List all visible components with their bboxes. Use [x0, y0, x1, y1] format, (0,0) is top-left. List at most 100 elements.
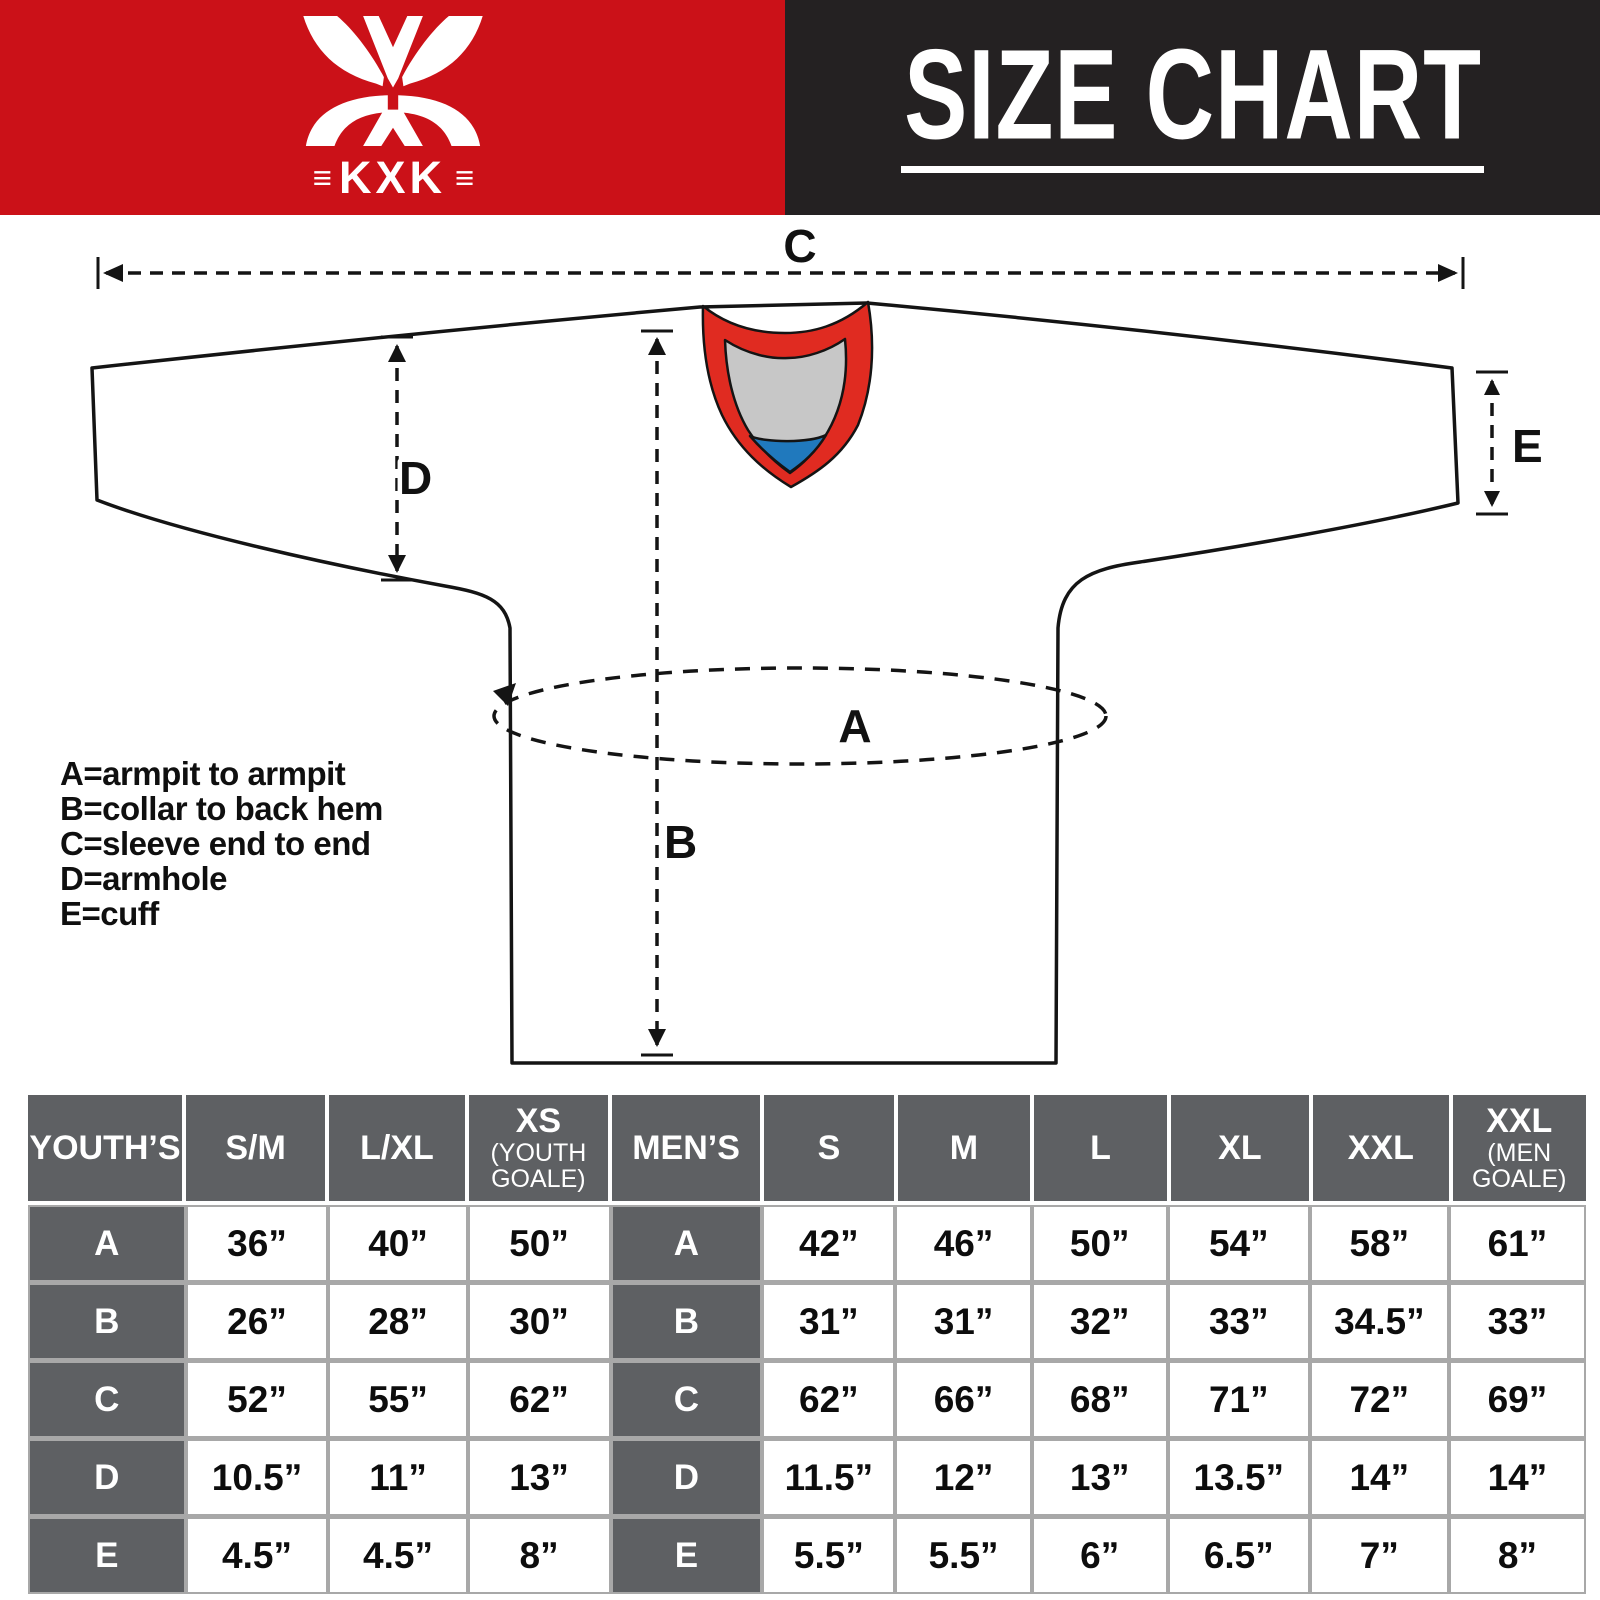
size-cell-youth: 28” — [330, 1285, 466, 1358]
size-cell-men: 11.5” — [764, 1441, 894, 1514]
size-cell-men: 61” — [1450, 1207, 1584, 1280]
logo-wordmark: ≡ KXK ≡ — [312, 151, 475, 203]
size-cell-men: 7” — [1311, 1519, 1447, 1592]
size-cell-youth: 13” — [469, 1441, 609, 1514]
size-cell-men: 5.5” — [897, 1519, 1030, 1592]
size-cell-men: 54” — [1169, 1207, 1308, 1280]
size-cell-men: 6” — [1033, 1519, 1166, 1592]
measure-label-b: B — [664, 816, 697, 868]
dim-d-arrow-up — [388, 344, 406, 362]
size-table: YOUTH’S S/M L/XL XS (YOUTH GOALE) MEN’S S M L XL X… — [28, 1095, 1586, 1594]
measure-label-d: D — [399, 452, 432, 504]
legend-line: B=collar to back hem — [60, 790, 383, 827]
header-cell-mens-group: MEN’S — [612, 1095, 761, 1201]
dim-b-arrow-down — [648, 1029, 666, 1047]
size-cell-men: 33” — [1169, 1285, 1308, 1358]
size-cell-men: 6.5” — [1169, 1519, 1308, 1592]
dim-ellipse-a — [492, 666, 1108, 766]
size-table-body: A 36” 40” 50” A 42” 46” 50” 54” 58” 61” B 26” 28” 30” B… — [28, 1205, 1586, 1594]
legend-line: C=sleeve end to end — [60, 825, 371, 862]
size-cell-men: 31” — [764, 1285, 894, 1358]
size-cell-men: 42” — [764, 1207, 894, 1280]
dim-a-arrow — [493, 683, 516, 706]
dim-b-arrow-up — [648, 337, 666, 355]
top-banner: ≡ KXK ≡ SIZE CHART — [0, 0, 1600, 215]
legend-line: E=cuff — [60, 895, 159, 932]
size-cell-men: 13” — [1033, 1441, 1166, 1514]
header-cell-men-size: S — [764, 1095, 894, 1201]
logo-text: KXK — [338, 151, 446, 203]
size-cell-men: 12” — [897, 1441, 1030, 1514]
dim-c-arrow-left — [103, 264, 123, 282]
size-cell-youth: 11” — [330, 1441, 466, 1514]
row-label-youth: E — [30, 1519, 184, 1592]
size-cell-youth: 62” — [469, 1363, 609, 1436]
size-cell-youth: 52” — [187, 1363, 327, 1436]
size-cell-men: 34.5” — [1311, 1285, 1447, 1358]
measurement-legend: A=armpit to armpit B=collar to back hem C=… — [60, 756, 383, 931]
jersey-outline — [90, 301, 1460, 1065]
size-cell-men: 69” — [1450, 1363, 1584, 1436]
size-cell-men: 58” — [1311, 1207, 1447, 1280]
row-label-men: A — [612, 1207, 761, 1280]
size-cell-men: 72” — [1311, 1363, 1447, 1436]
collar-accent — [748, 433, 828, 474]
size-cell-men: 31” — [897, 1285, 1030, 1358]
size-cell-youth: 40” — [330, 1207, 466, 1280]
size-cell-youth: 36” — [187, 1207, 327, 1280]
size-cell-men: 33” — [1450, 1285, 1584, 1358]
size-cell-men: 5.5” — [764, 1519, 894, 1592]
row-label-youth: C — [30, 1363, 184, 1436]
legend-line: D=armhole — [60, 860, 227, 897]
size-cell-men: 62” — [764, 1363, 894, 1436]
header-cell-men-size: XL — [1170, 1095, 1310, 1201]
measure-label-a: A — [838, 700, 871, 752]
size-cell-men: 71” — [1169, 1363, 1308, 1436]
row-label-men: E — [612, 1519, 761, 1592]
size-cell-youth: 10.5” — [187, 1441, 327, 1514]
size-cell-youth: 4.5” — [187, 1519, 327, 1592]
size-cell-youth: 4.5” — [330, 1519, 466, 1592]
size-cell-men: 8” — [1450, 1519, 1584, 1592]
header-cell-youths-group: YOUTH’S — [28, 1095, 182, 1201]
size-cell-youth: 55” — [330, 1363, 466, 1436]
size-cell-men: 68” — [1033, 1363, 1166, 1436]
legend-line: A=armpit to armpit — [60, 755, 346, 792]
size-cell-men: 14” — [1450, 1441, 1584, 1514]
page-title: SIZE CHART — [903, 22, 1482, 166]
size-cell-men: 13.5” — [1169, 1441, 1308, 1514]
dim-e-arrow-down — [1484, 491, 1500, 507]
measure-label-e: E — [1512, 420, 1543, 472]
size-table-header-row: YOUTH’S S/M L/XL XS (YOUTH GOALE) MEN’S S M L XL X… — [28, 1095, 1586, 1201]
jersey-diagram: C D B E A — [0, 215, 1600, 1095]
header-cell-men-size: L — [1034, 1095, 1167, 1201]
size-cell-men: 66” — [897, 1363, 1030, 1436]
logo-bars-left-icon: ≡ — [312, 158, 332, 196]
dim-d-arrow-down — [388, 555, 406, 573]
logo-bars-right-icon: ≡ — [455, 158, 474, 196]
header-cell-men-size: XXL (MEN GOALE) — [1452, 1095, 1586, 1201]
measure-label-c: C — [783, 220, 816, 272]
size-cell-men: 32” — [1033, 1285, 1166, 1358]
header-cell-youth-size: L/XL — [329, 1095, 465, 1201]
row-label-youth: D — [30, 1441, 184, 1514]
row-label-men: B — [612, 1285, 761, 1358]
size-cell-men: 14” — [1311, 1441, 1447, 1514]
row-label-youth: B — [30, 1285, 184, 1358]
row-label-men: D — [612, 1441, 761, 1514]
dim-c-arrow-right — [1438, 264, 1458, 282]
title-panel: SIZE CHART — [785, 0, 1600, 215]
row-label-men: C — [612, 1363, 761, 1436]
header-cell-men-size: XXL — [1313, 1095, 1449, 1201]
brand-panel: ≡ KXK ≡ — [0, 0, 785, 215]
row-label-youth: A — [30, 1207, 184, 1280]
kxk-logo-icon — [295, 15, 491, 151]
title-underline — [901, 165, 1484, 173]
size-cell-youth: 30” — [469, 1285, 609, 1358]
header-cell-youth-size: S/M — [185, 1095, 326, 1201]
size-cell-youth: 26” — [187, 1285, 327, 1358]
header-cell-men-size: M — [897, 1095, 1031, 1201]
dim-e-arrow-up — [1484, 379, 1500, 395]
size-cell-youth: 50” — [469, 1207, 609, 1280]
